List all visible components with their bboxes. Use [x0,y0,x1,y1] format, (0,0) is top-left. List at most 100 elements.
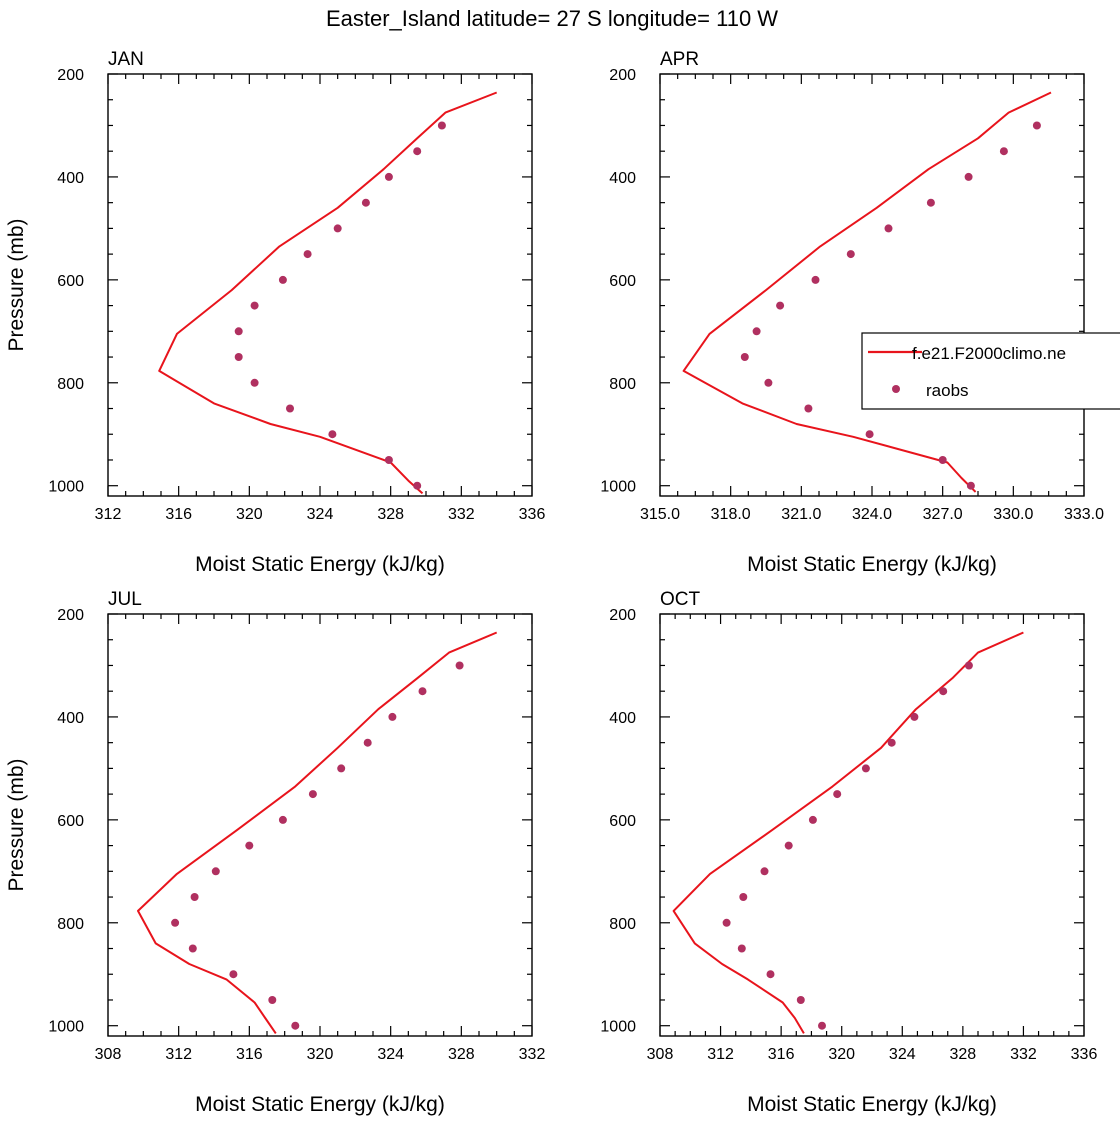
y-tick-label: 800 [57,916,84,933]
raobs-point [884,224,893,233]
raobs-point [722,918,731,927]
y-tick-label: 200 [57,67,84,84]
x-tick-label: 320 [828,1046,855,1063]
model-series-line [682,91,1052,493]
legend-model-label: f.e21.F2000climo.ne [912,344,1066,363]
x-tick-label: 324 [377,1046,404,1063]
panels-layer: JAN 312 316 320 324 328 332 336 200 400 600 800 1000… [5,49,1104,1116]
x-tick-label: 316 [236,1046,263,1063]
panel-apr: APR 315.0 318.0 321.0 324.0 327.0 330.0 333.0 20… [600,49,1104,576]
raobs-point [190,893,199,901]
x-tick-label: 332 [519,1046,546,1063]
model-series-line [672,631,1024,1034]
raobs-point [833,790,842,799]
x-axis-label: Moist Static Energy (kJ/kg) [747,1093,997,1116]
raobs-point [861,764,870,773]
y-tick-label: 400 [609,170,636,187]
raobs-point [413,147,422,156]
x-tick-label: 333.0 [1064,506,1104,523]
raobs-point [887,738,896,747]
raobs-point [229,970,238,979]
x-tick-label: 324 [307,506,334,523]
x-tick-label: 308 [95,1046,122,1063]
y-tick-label: 200 [57,607,84,624]
raobs-point [811,275,820,284]
y-axis-label: Pressure (mb) [5,758,28,891]
y-tick-label: 400 [57,710,84,727]
y-tick-label: 800 [57,376,84,393]
x-tick-label: 327.0 [923,506,963,523]
panel-label: APR [660,49,699,70]
x-tick-label: 312 [95,506,122,523]
plot-frame [659,613,1085,1037]
y-tick-label: 800 [609,916,636,933]
x-axis-label: Moist Static Energy (kJ/kg) [195,553,445,576]
raobs-point [739,893,748,901]
x-axis-label: Moist Static Energy (kJ/kg) [747,553,997,576]
y-tick-label: 200 [609,67,636,84]
raobs-point [268,996,277,1004]
raobs-point [303,250,312,259]
y-tick-label: 1000 [600,479,636,496]
raobs-point [818,1021,826,1030]
raobs-point [964,172,973,181]
raobs-point [865,430,874,439]
panel-oct: OCT 308 312 316 320 324 328 332 336 200 400 600 800 1… [600,589,1097,1116]
y-axis-label: Pressure (mb) [5,218,28,351]
x-tick-label: 316 [165,506,192,523]
raobs-point [245,841,254,850]
raobs-point [766,970,775,979]
y-tick-label: 600 [57,813,84,830]
y-tick-label: 200 [609,607,636,624]
raobs-point [910,712,919,721]
raobs-point [337,764,346,773]
x-tick-label: 330.0 [993,506,1033,523]
model-series-line [137,631,498,1034]
plot-frame [107,613,533,1037]
x-axis-label: Moist Static Energy (kJ/kg) [195,1093,445,1116]
raobs-point [291,1021,300,1030]
raobs-point [964,661,973,670]
raobs-point [188,944,197,953]
x-tick-label: 332 [448,506,475,523]
y-tick-label: 600 [609,813,636,830]
raobs-point [361,198,370,207]
raobs-point [211,867,220,876]
raobs-point [808,815,817,824]
raobs-point [966,481,975,490]
x-tick-label: 312 [707,1046,734,1063]
legend: f.e21.F2000climo.ne raobs [861,332,1120,410]
x-tick-label: 336 [519,506,546,523]
raobs-point [999,147,1008,156]
raobs-point [250,378,259,387]
y-tick-label: 1000 [48,1019,84,1036]
raobs-point [171,918,180,927]
x-tick-label: 321.0 [781,506,821,523]
x-tick-label: 328 [950,1046,977,1063]
raobs-point [764,378,773,387]
raobs-point [796,996,805,1004]
model-series-line [158,91,498,495]
raobs-point [846,250,855,259]
x-tick-label: 320 [236,506,263,523]
x-tick-label: 324 [889,1046,916,1063]
raobs-point [333,224,342,233]
raobs-point [737,944,746,953]
x-tick-label: 318.0 [711,506,751,523]
raobs-point [760,867,769,876]
raobs-point [752,327,761,336]
x-tick-label: 315.0 [640,506,680,523]
raobs-point [804,404,813,413]
raobs-point [384,172,393,181]
x-tick-label: 332 [1010,1046,1037,1063]
panel-label: JAN [108,49,144,70]
raobs-point [455,661,464,670]
raobs-point [286,404,294,413]
raobs-point [939,687,948,696]
raobs-point [234,353,243,361]
raobs-point [234,327,243,336]
x-tick-label: 324.0 [852,506,892,523]
x-tick-label: 328 [377,506,404,523]
legend-obs-label: raobs [926,381,969,400]
raobs-point [308,790,317,799]
